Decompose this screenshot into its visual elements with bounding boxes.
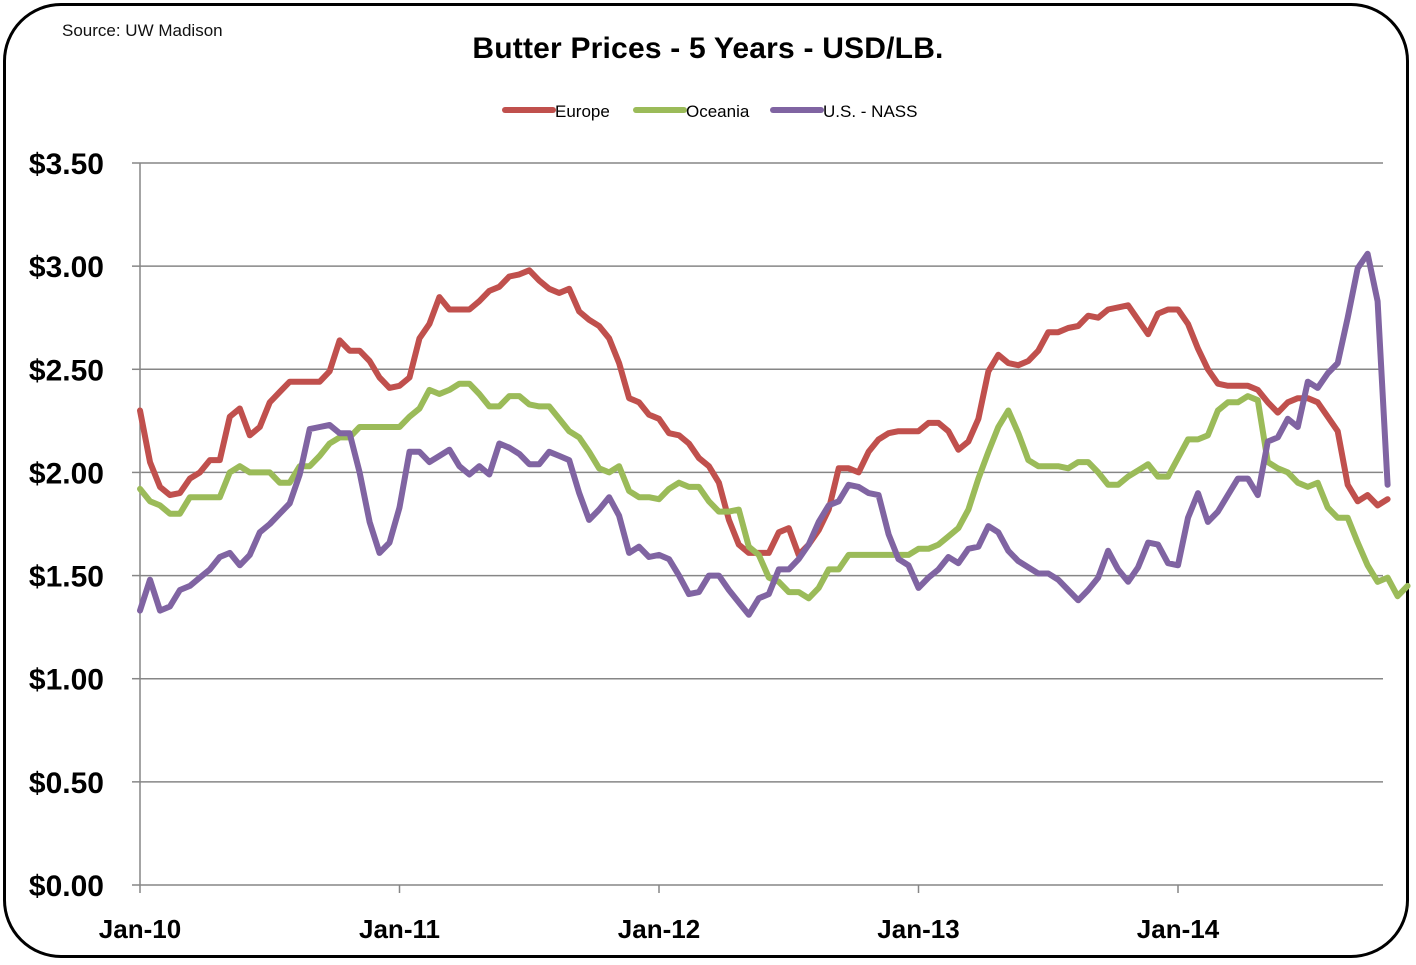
x-tick-label-0: Jan-10 — [99, 914, 181, 944]
legend-label-europe: Europe — [555, 102, 610, 121]
series-lines — [137, 250, 1411, 618]
gridlines — [140, 162, 1383, 783]
legend-label-oceania: Oceania — [686, 102, 750, 121]
y-tick-label-4: $2.00 — [29, 457, 104, 490]
y-tick-label-0: $0.00 — [29, 870, 104, 903]
chart-title: Butter Prices - 5 Years - USD/LB. — [472, 32, 944, 65]
y-tick-label-6: $3.00 — [29, 251, 104, 284]
x-tick-label-4: Jan-14 — [1137, 914, 1220, 944]
x-tick-labels: Jan-10 Jan-11 Jan-12 Jan-13 Jan-14 — [99, 914, 1220, 944]
series-line-europe — [137, 267, 1391, 558]
legend-label-u-s-nass: U.S. - NASS — [823, 102, 917, 121]
x-tick-label-2: Jan-12 — [618, 914, 700, 944]
series-line-u-s-nass — [137, 250, 1391, 618]
y-tick-label-5: $2.50 — [29, 354, 104, 387]
x-tick-label-1: Jan-11 — [359, 914, 440, 944]
legend: Europe Oceania U.S. - NASS — [502, 102, 917, 121]
y-tick-labels: $0.00 $0.50 $1.00 $1.50 $2.00 $2.50 $3.00 $3.50 — [29, 148, 104, 903]
series-line-oceania — [137, 380, 1411, 602]
x-tick-label-3: Jan-13 — [877, 914, 959, 944]
y-tick-label-2: $1.00 — [29, 664, 104, 697]
y-tick-label-1: $0.50 — [29, 767, 104, 800]
axes — [132, 162, 1383, 893]
source-note: Source: UW Madison — [62, 21, 223, 40]
chart-frame — [3, 3, 1409, 958]
y-tick-label-3: $1.50 — [29, 561, 104, 594]
y-tick-label-7: $3.50 — [29, 148, 104, 181]
